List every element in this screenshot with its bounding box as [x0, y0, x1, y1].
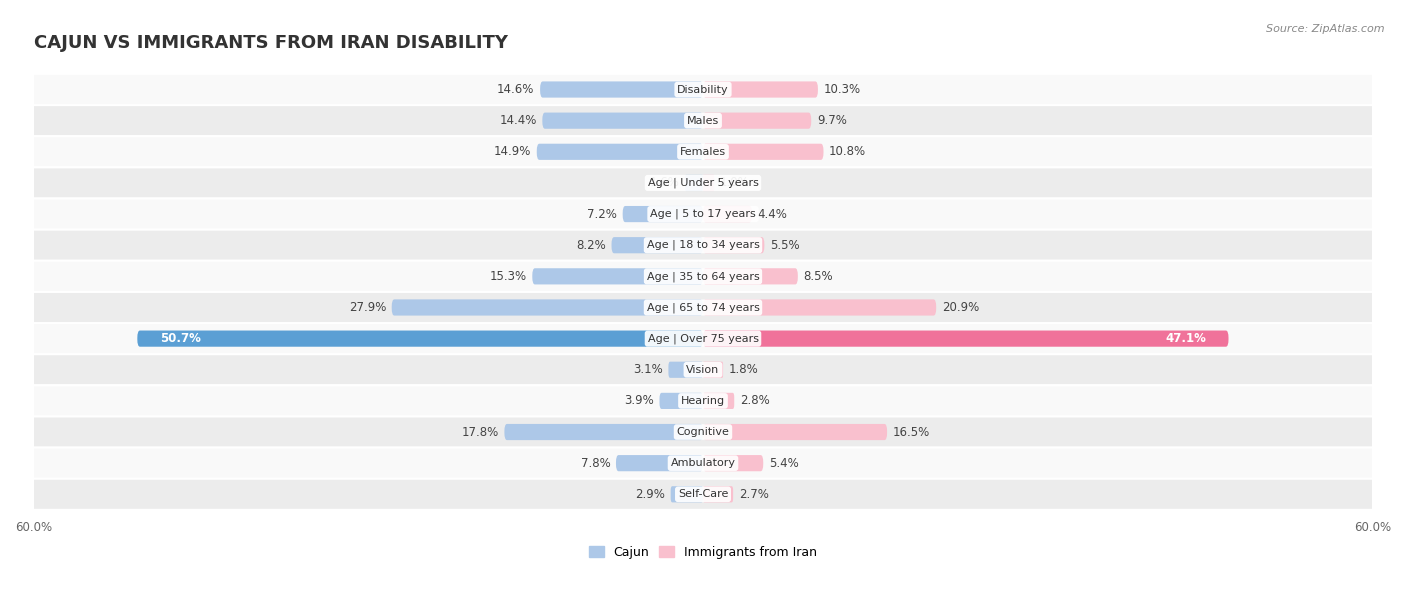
FancyBboxPatch shape — [612, 237, 703, 253]
Text: Self-Care: Self-Care — [678, 490, 728, 499]
FancyBboxPatch shape — [616, 455, 703, 471]
Text: 8.2%: 8.2% — [576, 239, 606, 252]
FancyBboxPatch shape — [703, 424, 887, 440]
Text: 3.9%: 3.9% — [624, 394, 654, 408]
FancyBboxPatch shape — [703, 330, 1229, 347]
Text: 14.6%: 14.6% — [498, 83, 534, 96]
Text: 8.5%: 8.5% — [803, 270, 832, 283]
FancyBboxPatch shape — [505, 424, 703, 440]
Text: 4.4%: 4.4% — [758, 207, 787, 220]
FancyBboxPatch shape — [27, 292, 1379, 323]
Text: 47.1%: 47.1% — [1166, 332, 1206, 345]
Text: 50.7%: 50.7% — [160, 332, 201, 345]
Text: Disability: Disability — [678, 84, 728, 94]
Text: 27.9%: 27.9% — [349, 301, 387, 314]
Text: 16.5%: 16.5% — [893, 425, 929, 439]
FancyBboxPatch shape — [703, 299, 936, 316]
FancyBboxPatch shape — [533, 268, 703, 285]
FancyBboxPatch shape — [27, 479, 1379, 510]
FancyBboxPatch shape — [703, 81, 818, 98]
FancyBboxPatch shape — [27, 354, 1379, 386]
Text: 14.4%: 14.4% — [499, 114, 537, 127]
Text: Ambulatory: Ambulatory — [671, 458, 735, 468]
FancyBboxPatch shape — [27, 447, 1379, 479]
Text: 17.8%: 17.8% — [461, 425, 499, 439]
FancyBboxPatch shape — [703, 175, 714, 191]
Text: Age | 5 to 17 years: Age | 5 to 17 years — [650, 209, 756, 219]
Text: 9.7%: 9.7% — [817, 114, 846, 127]
FancyBboxPatch shape — [703, 237, 765, 253]
FancyBboxPatch shape — [623, 206, 703, 222]
Text: Males: Males — [688, 116, 718, 125]
Text: Age | 35 to 64 years: Age | 35 to 64 years — [647, 271, 759, 282]
Text: 7.8%: 7.8% — [581, 457, 610, 469]
FancyBboxPatch shape — [703, 268, 797, 285]
FancyBboxPatch shape — [27, 416, 1379, 447]
FancyBboxPatch shape — [27, 323, 1379, 354]
Text: 1.8%: 1.8% — [728, 364, 758, 376]
FancyBboxPatch shape — [392, 299, 703, 316]
Text: 20.9%: 20.9% — [942, 301, 979, 314]
Text: 2.9%: 2.9% — [636, 488, 665, 501]
Text: 3.1%: 3.1% — [633, 364, 662, 376]
FancyBboxPatch shape — [668, 362, 703, 378]
FancyBboxPatch shape — [27, 198, 1379, 230]
Text: Age | Under 5 years: Age | Under 5 years — [648, 177, 758, 188]
FancyBboxPatch shape — [537, 144, 703, 160]
FancyBboxPatch shape — [27, 230, 1379, 261]
Text: Age | Over 75 years: Age | Over 75 years — [648, 334, 758, 344]
Legend: Cajun, Immigrants from Iran: Cajun, Immigrants from Iran — [583, 540, 823, 564]
FancyBboxPatch shape — [27, 386, 1379, 416]
Text: 14.9%: 14.9% — [494, 145, 531, 159]
Text: 10.8%: 10.8% — [830, 145, 866, 159]
FancyBboxPatch shape — [27, 261, 1379, 292]
FancyBboxPatch shape — [543, 113, 703, 129]
Text: 7.2%: 7.2% — [588, 207, 617, 220]
FancyBboxPatch shape — [703, 393, 734, 409]
Text: 2.7%: 2.7% — [738, 488, 769, 501]
Text: Hearing: Hearing — [681, 396, 725, 406]
FancyBboxPatch shape — [27, 74, 1379, 105]
Text: Age | 18 to 34 years: Age | 18 to 34 years — [647, 240, 759, 250]
Text: 10.3%: 10.3% — [824, 83, 860, 96]
Text: 2.8%: 2.8% — [740, 394, 769, 408]
Text: 5.5%: 5.5% — [770, 239, 800, 252]
FancyBboxPatch shape — [540, 81, 703, 98]
Text: Females: Females — [681, 147, 725, 157]
Text: Age | 65 to 74 years: Age | 65 to 74 years — [647, 302, 759, 313]
Text: 1.0%: 1.0% — [720, 176, 749, 190]
Text: 1.6%: 1.6% — [650, 176, 679, 190]
Text: Vision: Vision — [686, 365, 720, 375]
FancyBboxPatch shape — [27, 167, 1379, 198]
FancyBboxPatch shape — [703, 144, 824, 160]
FancyBboxPatch shape — [671, 486, 703, 502]
FancyBboxPatch shape — [703, 486, 733, 502]
Text: 5.4%: 5.4% — [769, 457, 799, 469]
FancyBboxPatch shape — [703, 362, 723, 378]
FancyBboxPatch shape — [703, 206, 752, 222]
FancyBboxPatch shape — [138, 330, 703, 347]
Text: Cognitive: Cognitive — [676, 427, 730, 437]
FancyBboxPatch shape — [27, 136, 1379, 167]
FancyBboxPatch shape — [703, 455, 763, 471]
FancyBboxPatch shape — [659, 393, 703, 409]
Text: 15.3%: 15.3% — [489, 270, 527, 283]
FancyBboxPatch shape — [685, 175, 703, 191]
Text: Source: ZipAtlas.com: Source: ZipAtlas.com — [1267, 24, 1385, 34]
FancyBboxPatch shape — [703, 113, 811, 129]
FancyBboxPatch shape — [27, 105, 1379, 136]
Text: CAJUN VS IMMIGRANTS FROM IRAN DISABILITY: CAJUN VS IMMIGRANTS FROM IRAN DISABILITY — [34, 34, 508, 52]
